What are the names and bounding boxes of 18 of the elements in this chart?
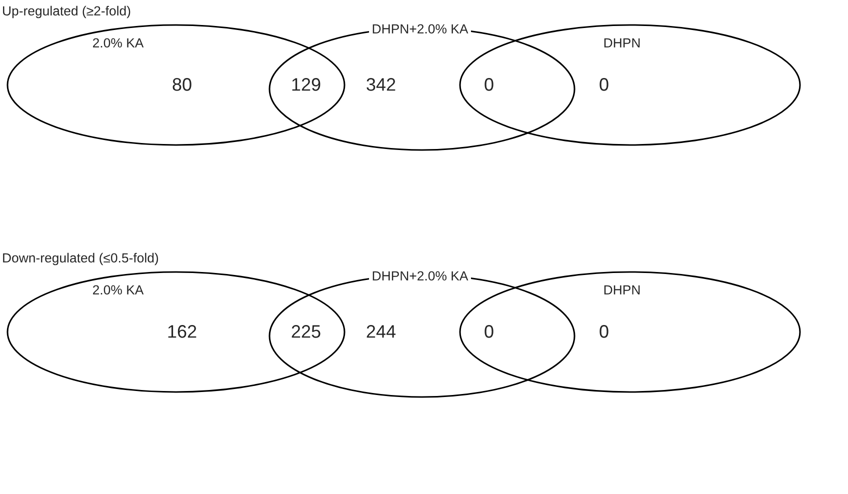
- data-label: 0: [484, 78, 494, 91]
- text: Up-regulated (≥2-fold): [3, 6, 130, 18]
- data-label: 0: [600, 325, 608, 338]
- text: 2.0% KA: [92, 38, 144, 48]
- text: 2.0% KA: [92, 285, 144, 295]
- text: DHPN: [604, 285, 640, 294]
- data-label: 0: [600, 78, 608, 91]
- data-label: 225: [292, 325, 320, 338]
- data-label: 129: [292, 78, 320, 91]
- data-label: 80: [172, 78, 192, 91]
- data-label: 0: [484, 325, 494, 338]
- text: Down-regulated (≤0.5-fold): [3, 252, 158, 266]
- text: DHPN+2.0% KA: [372, 24, 468, 34]
- data-label: 162: [168, 325, 196, 338]
- text: DHPN+2.0% KA: [372, 271, 468, 281]
- data-label: 342: [366, 78, 396, 91]
- text: DHPN: [604, 38, 640, 48]
- data-label: 244: [366, 325, 396, 338]
